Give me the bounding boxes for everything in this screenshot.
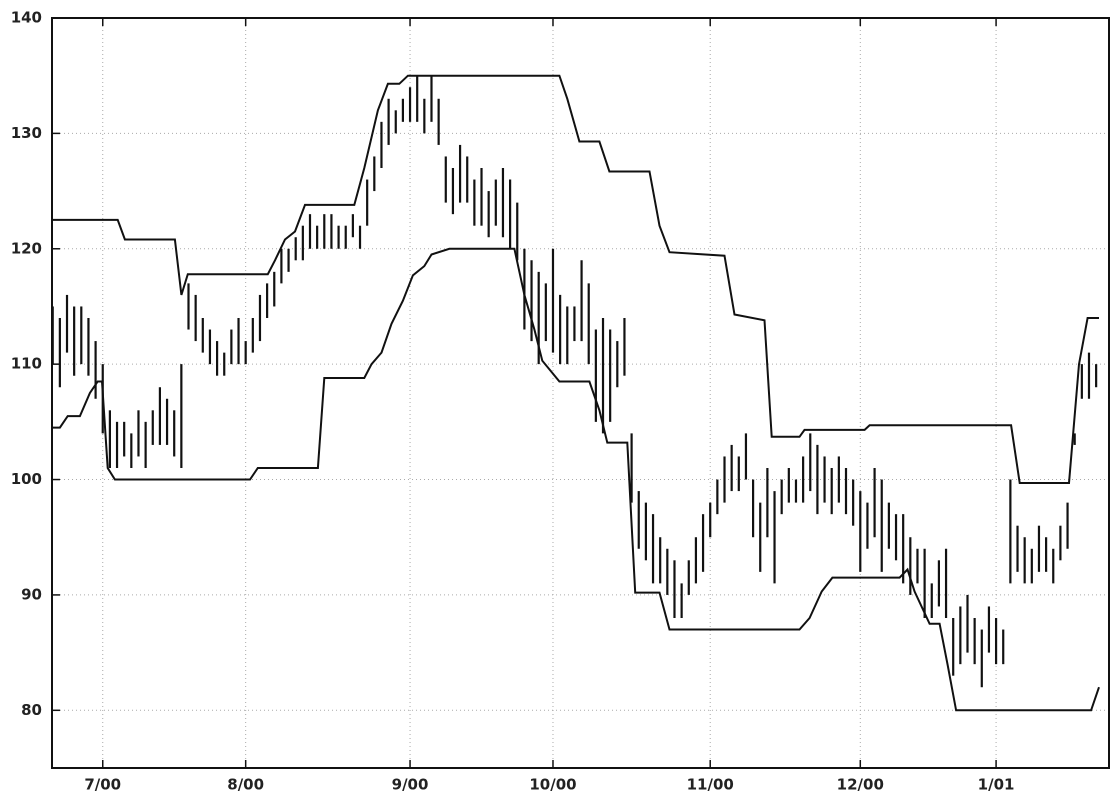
channel-line (52, 74, 1099, 484)
x-tick-label: 12/00 (837, 776, 884, 794)
x-tick-label: 9/00 (392, 776, 429, 794)
y-tick-label: 140 (11, 9, 42, 27)
x-tick-label: 8/00 (227, 776, 264, 794)
x-tick-label: 10/00 (529, 776, 576, 794)
y-tick-label: 90 (21, 585, 42, 603)
y-tick-label: 130 (11, 124, 42, 142)
y-tick-label: 100 (11, 470, 42, 488)
y-tick-label: 80 (21, 701, 42, 719)
y-tick-label: 120 (11, 239, 42, 257)
y-tick-label: 110 (11, 355, 42, 373)
plot-frame (51, 17, 1110, 769)
x-tick-label: 11/00 (687, 776, 734, 794)
x-tick-label: 7/00 (84, 776, 121, 794)
x-tick-label: 1/01 (978, 776, 1015, 794)
channel-line (52, 247, 1100, 712)
